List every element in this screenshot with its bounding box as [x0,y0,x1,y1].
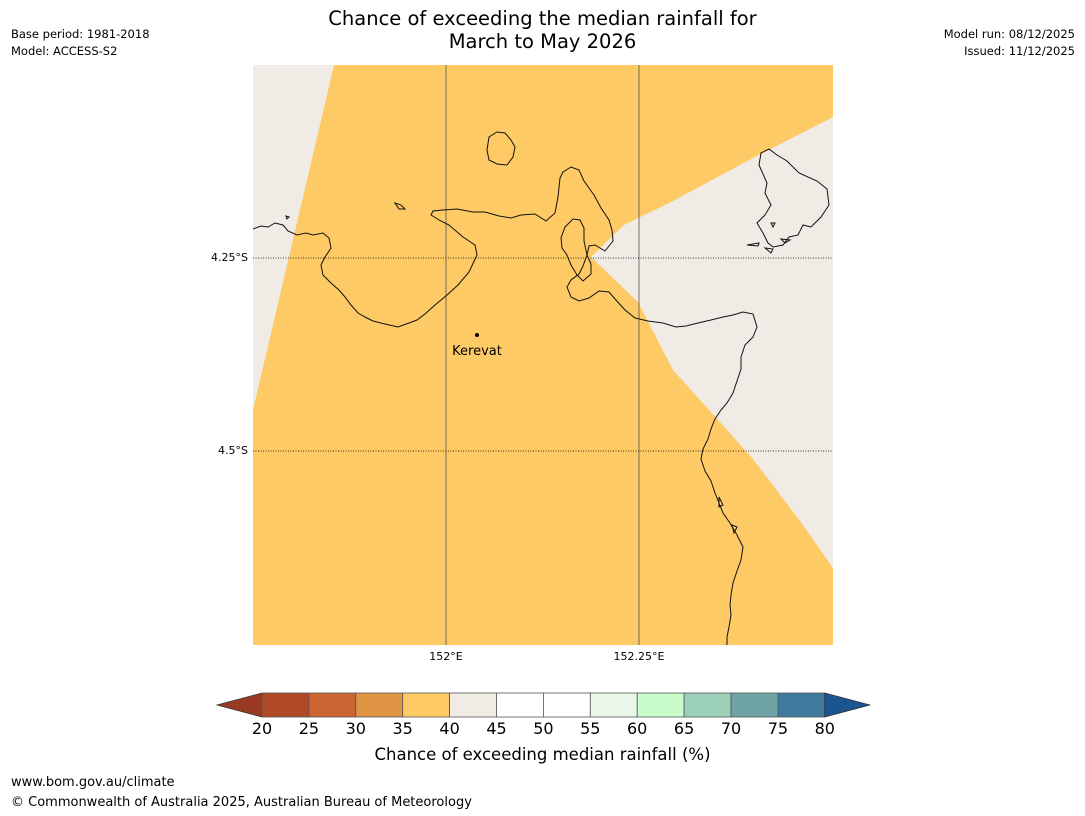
colorbar-swatch [496,692,544,718]
colorbar-swatch [449,692,497,718]
colorbar-swatch [355,692,404,718]
colorbar-tick-label: 30 [345,719,366,738]
colorbar-swatch [402,692,450,718]
lon-label-152: 152°E [429,650,463,663]
colorbar-over-arrow [824,692,871,718]
title-line-1: Chance of exceeding the median rainfall … [328,7,757,30]
kerevat-label: Kerevat [452,344,502,359]
coastlines [253,131,830,645]
map-region-40-45-east [591,117,833,568]
footer-url: www.bom.gov.au/climate [11,775,175,790]
kerevat-marker [475,333,479,337]
colorbar-tick-label: 50 [533,719,554,738]
colorbar-tick-label: 80 [814,719,835,738]
colorbar-swatch [542,692,591,718]
lat-label-4-5: 4.5°S [218,444,248,457]
colorbar-tick-label: 60 [627,719,648,738]
colorbar-tick-label: 70 [720,719,742,738]
colorbar-swatch [777,692,826,718]
colorbar-swatch [730,692,779,718]
base-period-text: Base period: 1981-2018 [11,27,150,41]
lon-label-152-25: 152.25°E [613,650,665,663]
rainfall-map: Kerevat [253,65,833,645]
latitude-gridlines [253,257,833,452]
model-text: Model: ACCESS-S2 [11,44,118,58]
colorbar-tick-label: 55 [580,719,601,738]
model-run-text: Model run: 08/12/2025 [943,27,1075,41]
colorbar-swatch [308,692,357,718]
colorbar-title: Chance of exceeding median rainfall (%) [374,745,711,764]
colorbar-tick-label: 45 [486,719,507,738]
map-region-40-45-west [253,65,334,410]
colorbar-tick-label: 75 [767,719,789,738]
colorbar-swatch [589,692,638,718]
lat-label-4-25: 4.25°S [211,251,248,264]
colorbar-swatch [636,692,685,718]
metadata-right: Model run: 08/12/2025 Issued: 11/12/2025 [944,26,1075,60]
issued-text: Issued: 11/12/2025 [964,44,1075,58]
colorbar-tick-label: 25 [298,719,320,738]
colorbar-swatch [261,692,310,718]
chart-title: Chance of exceeding the median rainfall … [0,7,1085,53]
colorbar-tick-label: 20 [251,719,273,738]
longitude-gridlines [445,65,640,645]
title-line-2: March to May 2026 [448,30,637,53]
colorbar-tick-label: 40 [439,719,460,738]
footer-copyright: © Commonwealth of Australia 2025, Austra… [11,795,472,810]
colorbar-tick-label: 65 [673,719,695,738]
colorbar-tick-label: 35 [392,719,413,738]
colorbar-swatch [683,692,732,718]
metadata-left: Base period: 1981-2018 Model: ACCESS-S2 [11,26,150,60]
colorbar [215,692,871,718]
colorbar-under-arrow [215,692,263,718]
